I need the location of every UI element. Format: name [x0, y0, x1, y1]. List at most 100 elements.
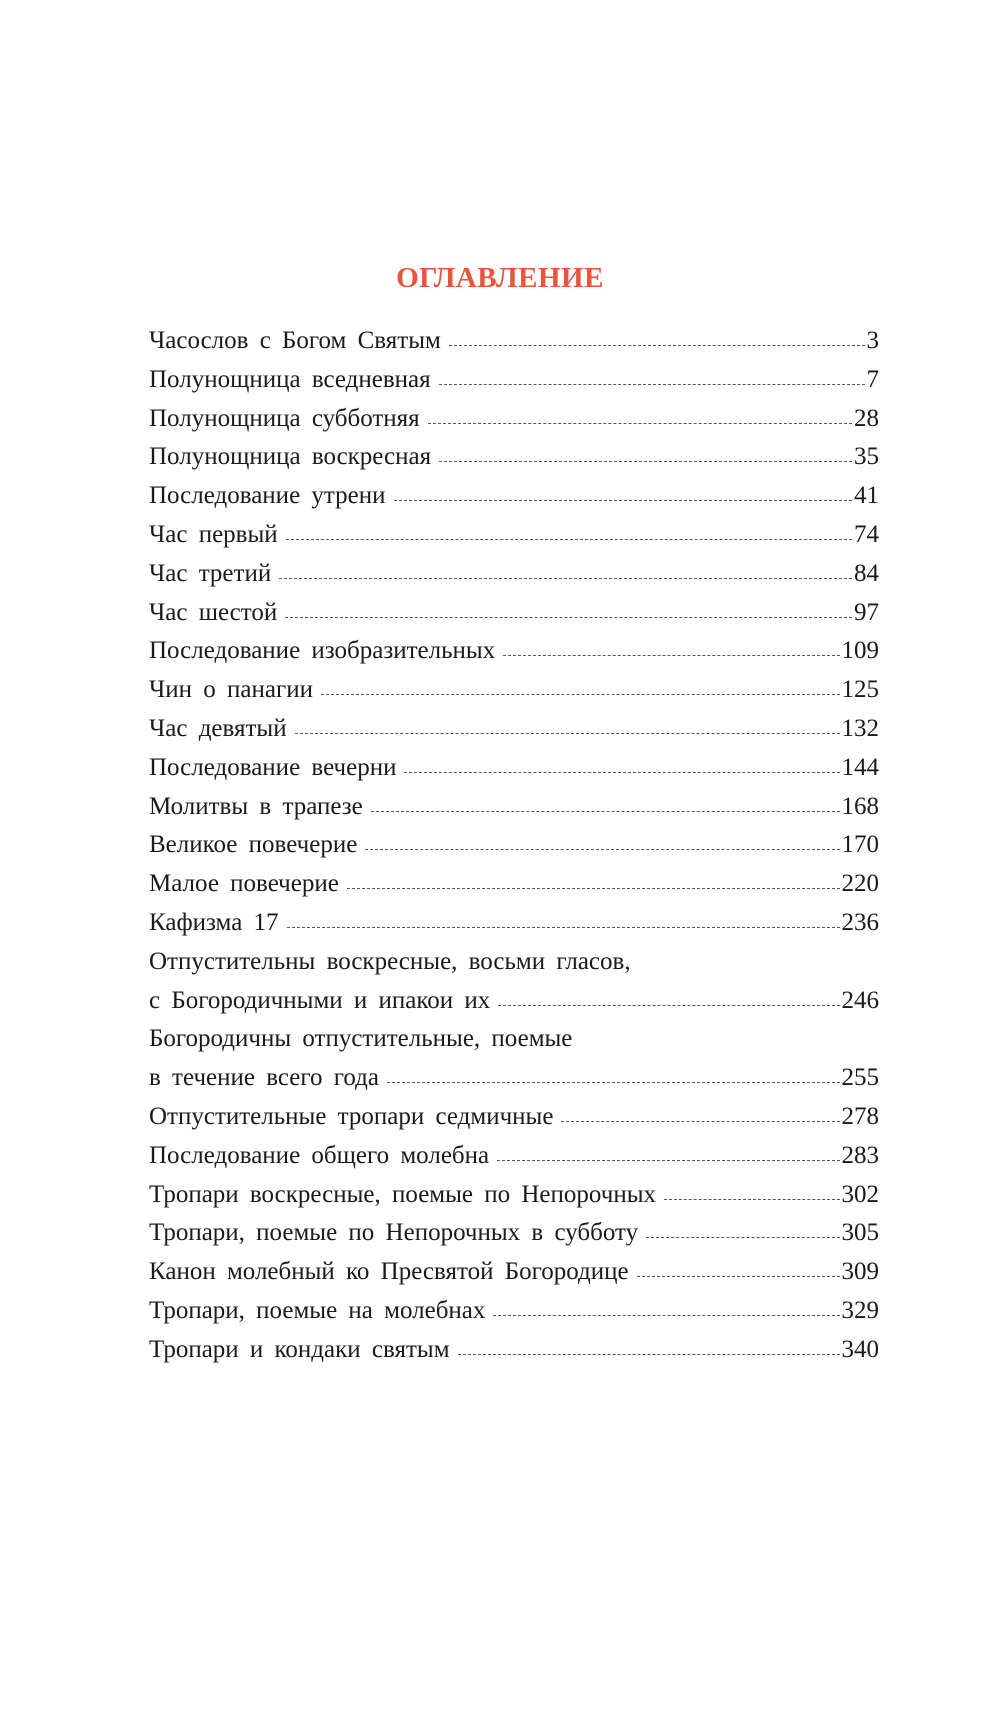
- dot-leader: [497, 1159, 840, 1161]
- toc-entry-title: Последование утрени: [149, 482, 386, 510]
- toc-entry: Полунощница вседневная 7: [149, 361, 879, 400]
- toc-entry-title: Последование вечерни: [149, 753, 397, 781]
- toc-page-number: 309: [841, 1258, 880, 1286]
- dot-leader: [503, 655, 840, 657]
- toc-page-number: 7: [866, 365, 880, 393]
- toc-entry: Часослов с Богом Святым 3: [149, 322, 879, 361]
- toc-entry-title: Последование изобразительных: [149, 637, 496, 665]
- toc-page-number: 220: [841, 870, 880, 898]
- toc-page-number: 41: [854, 482, 879, 510]
- toc-entry-title: Тропари, поемые на молебнах: [149, 1296, 486, 1324]
- toc-entry-title: Тропари и кондаки святым: [149, 1335, 450, 1363]
- toc-entry-title: Великое повечерие: [149, 831, 358, 859]
- table-of-contents: Часослов с Богом Святым 3 Полунощница всед…: [149, 322, 879, 1370]
- dot-leader: [404, 771, 840, 773]
- toc-entry: Последование утрени 41: [149, 477, 879, 516]
- toc-entry: Последование вечерни 144: [149, 749, 879, 788]
- toc-page-number: 283: [841, 1141, 880, 1169]
- toc-entry: Малое повечерие 220: [149, 865, 879, 904]
- toc-entry: с Богородичными и ипакои их 246: [149, 982, 879, 1021]
- toc-entry: Полунощница воскресная 35: [149, 438, 879, 477]
- dot-leader: [286, 926, 840, 928]
- dot-leader: [646, 1237, 840, 1239]
- dot-leader: [387, 1082, 840, 1084]
- toc-entry: Полунощница субботняя 28: [149, 400, 879, 439]
- toc-page-number: 144: [841, 753, 880, 781]
- toc-page-number: 28: [854, 404, 879, 432]
- dot-leader: [439, 461, 852, 463]
- dot-leader: [438, 383, 865, 385]
- dot-leader: [285, 538, 852, 540]
- dot-leader: [285, 616, 852, 618]
- toc-entry: Тропари, поемые по Непорочных в субботу 3…: [149, 1214, 879, 1253]
- toc-entry-title: Молитвы в трапезе: [149, 792, 363, 820]
- dot-leader: [365, 849, 840, 851]
- toc-entry-title: Отпустительны воскресные, восьми гласов,: [149, 947, 631, 975]
- toc-page-number: 35: [854, 443, 879, 471]
- toc-entry-title: в течение всего года: [149, 1064, 379, 1092]
- toc-entry: Последование изобразительных 109: [149, 632, 879, 671]
- toc-entry: Чин о панагии 125: [149, 671, 879, 710]
- toc-entry: в течение всего года 255: [149, 1059, 879, 1098]
- toc-page-number: 246: [841, 986, 880, 1014]
- toc-entry: Великое повечерие 170: [149, 826, 879, 865]
- dot-leader: [320, 694, 840, 696]
- toc-entry-title: Час третий: [149, 559, 272, 587]
- toc-entry: Отпустительны воскресные, восьми гласов,: [149, 943, 879, 982]
- toc-page-number: 340: [841, 1335, 880, 1363]
- toc-entry: Канон молебный ко Пресвятой Богородице 30…: [149, 1253, 879, 1292]
- toc-page-number: 109: [841, 637, 880, 665]
- toc-page-number: 170: [841, 831, 880, 859]
- toc-entry-title: Полунощница воскресная: [149, 443, 432, 471]
- toc-entry-title: Тропари воскресные, поемые по Непорочных: [149, 1180, 657, 1208]
- dot-leader: [664, 1198, 840, 1200]
- toc-entry-title: Малое повечерие: [149, 870, 339, 898]
- toc-entry-title: Часослов с Богом Святым: [149, 327, 441, 354]
- toc-entry: Тропари воскресные, поемые по Непорочных…: [149, 1176, 879, 1215]
- toc-entry: Час шестой 97: [149, 594, 879, 633]
- toc-page-number: 97: [854, 598, 879, 626]
- toc-page-number: 74: [854, 520, 879, 548]
- toc-entry-title: Полунощница субботняя: [149, 404, 420, 432]
- toc-page-number: 236: [841, 908, 880, 936]
- toc-page-number: 84: [854, 559, 879, 587]
- toc-page-number: 3: [866, 327, 880, 354]
- toc-entry-title: Канон молебный ко Пресвятой Богородице: [149, 1258, 629, 1286]
- dot-leader: [427, 422, 852, 424]
- toc-page-number: 278: [841, 1102, 880, 1130]
- toc-entry-title: Чин о панагии: [149, 676, 313, 704]
- dot-leader: [448, 345, 865, 346]
- toc-entry: Молитвы в трапезе 168: [149, 788, 879, 827]
- toc-page-number: 132: [841, 714, 880, 742]
- dot-leader: [636, 1276, 840, 1278]
- toc-entry-title: Час первый: [149, 520, 278, 548]
- toc-entry-title: Кафизма 17: [149, 908, 279, 936]
- toc-entry: Тропари, поемые на молебнах 329: [149, 1292, 879, 1331]
- dot-leader: [393, 500, 852, 502]
- page-title: ОГЛАВЛЕНИЕ: [396, 262, 604, 294]
- toc-entry: Тропари и кондаки святым 340: [149, 1331, 879, 1370]
- toc-entry: Богородичны отпустительные, поемые: [149, 1020, 879, 1059]
- toc-page-number: 168: [841, 792, 880, 820]
- toc-page-number: 302: [841, 1180, 880, 1208]
- dot-leader: [279, 577, 852, 579]
- toc-entry-title: Час шестой: [149, 598, 278, 626]
- toc-entry: Отпустительные тропари седмичные 278: [149, 1098, 879, 1137]
- toc-page-number: 125: [841, 676, 880, 704]
- toc-entry: Последование общего молебна 283: [149, 1137, 879, 1176]
- toc-entry: Час первый 74: [149, 516, 879, 555]
- toc-page-number: 305: [841, 1219, 880, 1247]
- dot-leader: [561, 1120, 840, 1122]
- dot-leader: [346, 888, 840, 890]
- dot-leader: [294, 732, 840, 734]
- dot-leader: [370, 810, 840, 812]
- toc-entry-title: с Богородичными и ипакои их: [149, 986, 491, 1014]
- toc-entry: Кафизма 17 236: [149, 904, 879, 943]
- toc-page-number: 255: [841, 1064, 880, 1092]
- dot-leader: [493, 1314, 840, 1316]
- toc-entry: Час девятый 132: [149, 710, 879, 749]
- toc-entry-title: Тропари, поемые по Непорочных в субботу: [149, 1219, 639, 1247]
- toc-entry-title: Полунощница вседневная: [149, 365, 431, 393]
- dot-leader: [457, 1353, 840, 1355]
- toc-entry-title: Час девятый: [149, 714, 287, 742]
